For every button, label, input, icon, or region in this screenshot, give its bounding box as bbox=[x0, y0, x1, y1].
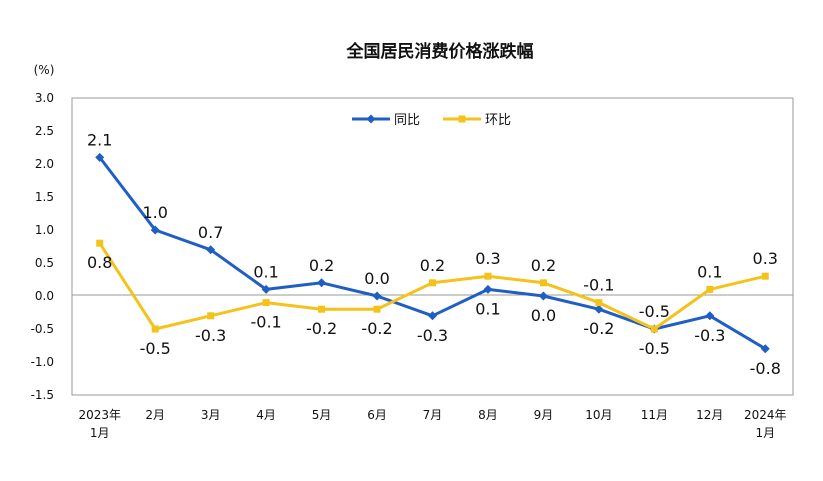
data-point-marker bbox=[207, 312, 215, 320]
chart-title: 全国居民消费价格涨跌幅 bbox=[346, 41, 534, 62]
x-tick-label: 3月 bbox=[201, 408, 221, 422]
data-label: 2.1 bbox=[87, 130, 112, 149]
x-tick-label: 5月 bbox=[312, 408, 332, 422]
x-tick-label: 6月 bbox=[367, 408, 387, 422]
data-point-marker bbox=[595, 299, 603, 307]
y-axis-ticks: 3.0 2.5 2.0 1.5 1.0 0.5 0.0 -0.5 -1.0 -1.5 bbox=[31, 91, 54, 402]
data-label: 0.0 bbox=[364, 269, 389, 288]
data-point-marker bbox=[429, 279, 436, 287]
data-label: -0.1 bbox=[583, 276, 614, 295]
data-label: 0.3 bbox=[475, 249, 500, 268]
data-label: 0.1 bbox=[253, 262, 278, 281]
x-axis-ticks: 2023年 1月 2月 3月 4月 5月 6月 7月 8月 9月 10月 11月 12月 2024年 1月 bbox=[78, 408, 786, 440]
x-tick-label: 4月 bbox=[256, 408, 276, 422]
y-tick-label: 0.0 bbox=[35, 289, 54, 303]
data-point-marker bbox=[484, 272, 492, 280]
x-tick-label: 1月 bbox=[755, 426, 775, 440]
data-label: -0.8 bbox=[750, 359, 781, 378]
data-label: 0.8 bbox=[87, 253, 112, 272]
data-point-marker bbox=[705, 311, 715, 321]
y-tick-label: 3.0 bbox=[35, 91, 54, 105]
x-tick-label: 11月 bbox=[641, 408, 668, 422]
x-tick-label: 8月 bbox=[478, 408, 498, 422]
data-label: 0.2 bbox=[531, 256, 556, 275]
data-point-marker bbox=[761, 272, 769, 280]
data-label: -0.1 bbox=[251, 313, 282, 332]
data-label: -0.2 bbox=[361, 319, 392, 338]
data-label: -0.3 bbox=[195, 326, 226, 345]
y-tick-label: 1.0 bbox=[35, 223, 54, 237]
data-point-marker bbox=[151, 325, 159, 333]
x-tick-label: 7月 bbox=[423, 408, 443, 422]
data-point-marker bbox=[95, 152, 105, 162]
data-point-marker bbox=[539, 279, 547, 287]
x-tick-label: 12月 bbox=[696, 408, 723, 422]
x-tick-label: 2月 bbox=[145, 408, 165, 422]
data-label: 0.2 bbox=[309, 256, 334, 275]
y-axis-unit-label: (%) bbox=[34, 63, 55, 77]
data-label: -0.3 bbox=[417, 326, 448, 345]
data-labels: 2.1 0.8 1.0 -0.5 0.7 -0.3 0.1 -0.1 0.2 -0.2 0.0 -0.… bbox=[87, 130, 781, 377]
legend-marker bbox=[458, 115, 466, 123]
legend-marker bbox=[366, 114, 376, 124]
data-label: -0.2 bbox=[306, 319, 337, 338]
data-label: -0.5 bbox=[639, 302, 670, 321]
data-label: -0.3 bbox=[694, 326, 725, 345]
x-tick-label: 2024年 bbox=[744, 408, 787, 422]
y-tick-label: 2.0 bbox=[35, 157, 54, 171]
data-point-marker bbox=[594, 304, 604, 314]
data-point-marker bbox=[206, 245, 216, 255]
data-point-marker bbox=[538, 291, 548, 301]
data-point-marker bbox=[317, 278, 327, 288]
data-label: 0.2 bbox=[420, 256, 445, 275]
data-label: 0.1 bbox=[475, 299, 500, 318]
legend: 同比 环比 bbox=[352, 113, 511, 128]
data-point-marker bbox=[483, 284, 493, 294]
y-tick-label: 1.5 bbox=[35, 190, 54, 204]
x-tick-label: 9月 bbox=[534, 408, 554, 422]
x-tick-label: 2023年 bbox=[78, 408, 121, 422]
y-tick-label: -1.5 bbox=[31, 388, 54, 402]
data-label: 0.0 bbox=[531, 306, 556, 325]
plot-area-border bbox=[71, 97, 794, 396]
y-tick-label: 0.5 bbox=[35, 256, 54, 270]
data-label: 0.3 bbox=[753, 249, 778, 268]
data-point-marker bbox=[150, 225, 160, 235]
data-point-marker bbox=[706, 285, 714, 293]
data-label: -0.2 bbox=[583, 319, 614, 338]
y-tick-label: -1.0 bbox=[31, 355, 54, 369]
y-tick-label: -0.5 bbox=[31, 322, 54, 336]
data-label: 0.7 bbox=[198, 223, 223, 242]
data-point-marker bbox=[262, 299, 270, 307]
data-point-marker bbox=[373, 305, 381, 313]
data-point-marker bbox=[96, 239, 104, 247]
data-label: 1.0 bbox=[142, 203, 167, 222]
legend-label: 同比 bbox=[394, 113, 420, 128]
series-markers bbox=[95, 152, 770, 354]
data-point-marker bbox=[428, 311, 437, 321]
data-point-marker bbox=[372, 291, 382, 301]
x-tick-label: 1月 bbox=[90, 426, 110, 440]
data-point-marker bbox=[650, 325, 658, 333]
data-label: -0.5 bbox=[140, 339, 171, 358]
data-point-marker bbox=[318, 305, 326, 313]
data-label: 0.1 bbox=[697, 262, 722, 281]
legend-label: 环比 bbox=[485, 113, 511, 128]
data-point-marker bbox=[261, 284, 271, 294]
data-point-marker bbox=[760, 344, 770, 354]
y-tick-label: 2.5 bbox=[35, 124, 54, 138]
x-tick-label: 10月 bbox=[585, 408, 612, 422]
data-label: -0.5 bbox=[639, 339, 670, 358]
